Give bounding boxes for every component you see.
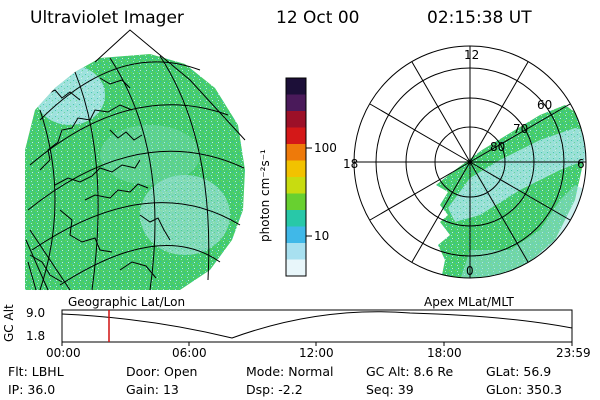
lat-label-70: 70 bbox=[513, 122, 529, 136]
altitude-xtick: 00:00 bbox=[46, 346, 81, 360]
lat-label-60: 60 bbox=[537, 98, 553, 112]
polar-plot bbox=[353, 45, 587, 279]
geo-image bbox=[25, 29, 246, 291]
lat-label-80: 80 bbox=[490, 140, 506, 154]
status-seq: Seq: 39 bbox=[366, 382, 414, 397]
status-flt: Flt: LBHL bbox=[8, 364, 64, 379]
color-bar-segment bbox=[286, 94, 306, 112]
altitude-curve bbox=[61, 311, 573, 339]
date-label: 12 Oct 00 bbox=[276, 8, 360, 28]
status-ip: IP: 36.0 bbox=[8, 382, 56, 397]
color-bar-segment bbox=[286, 127, 306, 145]
altitude-xtick: 23:59 bbox=[556, 346, 591, 360]
color-bar-frame bbox=[285, 77, 307, 277]
status-door: Door: Open bbox=[126, 364, 198, 379]
color-bar-segment bbox=[286, 177, 306, 194]
color-bar-label-10: 10 bbox=[314, 229, 330, 243]
status-glat: GLat: 56.9 bbox=[486, 364, 552, 379]
color-bar-segment bbox=[286, 193, 306, 211]
status-mode: Mode: Normal bbox=[246, 364, 334, 379]
color-bar-segment bbox=[286, 210, 306, 227]
color-bar-label-100: 100 bbox=[314, 141, 337, 155]
altitude-plot-frame bbox=[61, 309, 573, 343]
status-dsp: Dsp: -2.2 bbox=[246, 382, 303, 397]
color-bar-segment bbox=[286, 243, 306, 260]
mlt-label-6: 6 bbox=[577, 157, 585, 171]
geo-grid bbox=[25, 29, 246, 291]
altitude-plot bbox=[61, 309, 573, 346]
color-bar-segment bbox=[286, 259, 306, 277]
color-bar bbox=[285, 77, 312, 277]
app-title: Ultraviolet Imager bbox=[30, 8, 184, 28]
status-glon: GLon: 350.3 bbox=[486, 382, 562, 397]
color-bar-segment bbox=[286, 78, 306, 95]
color-bar-segment bbox=[286, 144, 306, 161]
mlt-label-12: 12 bbox=[464, 48, 480, 62]
altitude-xtick: 06:00 bbox=[172, 346, 207, 360]
status-gain: Gain: 13 bbox=[126, 382, 179, 397]
status-gc-alt: GC Alt: 8.6 Re bbox=[366, 364, 454, 379]
altitude-ylabel: GC Alt bbox=[2, 304, 16, 342]
altitude-xtick: 18:00 bbox=[427, 346, 462, 360]
altitude-xtick: 12:00 bbox=[299, 346, 334, 360]
color-bar-segment bbox=[286, 226, 306, 244]
mlt-label-0: 0 bbox=[466, 264, 474, 278]
polar-grid bbox=[353, 45, 587, 279]
time-label: 02:15:38 UT bbox=[427, 8, 532, 28]
altitude-ytick-high: 9.0 bbox=[26, 306, 46, 320]
mlt-label-18: 18 bbox=[343, 157, 359, 171]
color-bar-segment bbox=[286, 160, 306, 178]
color-bar-segment bbox=[286, 111, 306, 128]
geo-panel-label: Geographic Lat/Lon bbox=[68, 295, 186, 309]
color-bar-unit-label: photon cm⁻²s⁻¹ bbox=[258, 149, 272, 242]
polar-panel-label: Apex MLat/MLT bbox=[424, 295, 514, 309]
altitude-ytick-low: 1.8 bbox=[26, 329, 46, 343]
